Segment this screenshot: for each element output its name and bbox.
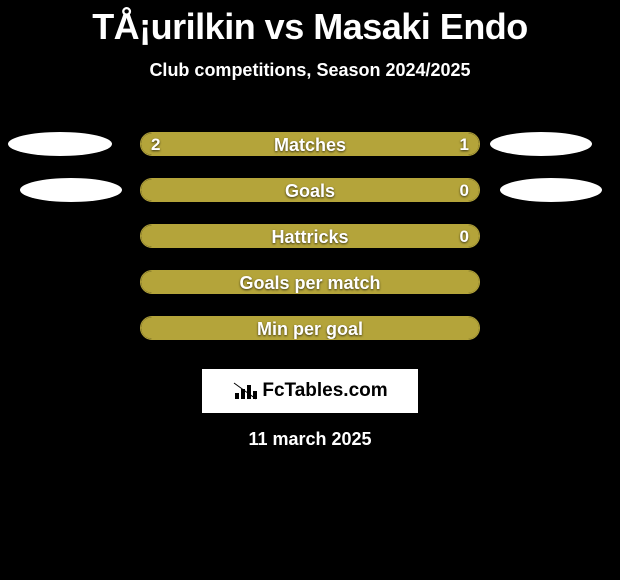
- comparison-row: 21Matches: [0, 121, 620, 167]
- logo-label: FcTables.com: [262, 380, 387, 402]
- bar-track: Goals per match: [140, 270, 480, 294]
- right-ellipse: [490, 132, 592, 156]
- value-left: 2: [151, 133, 160, 156]
- comparison-row: 0Hattricks: [0, 213, 620, 259]
- logo-text: FcTables.com: [232, 380, 387, 402]
- logo-badge: FcTables.com: [202, 369, 418, 413]
- bar-track: 0Hattricks: [140, 224, 480, 248]
- left-ellipse: [20, 178, 122, 202]
- value-right: 0: [460, 179, 469, 202]
- right-ellipse: [500, 178, 602, 202]
- bar-track: 21Matches: [140, 132, 480, 156]
- comparison-row: Goals per match: [0, 259, 620, 305]
- comparison-row: 0Goals: [0, 167, 620, 213]
- page-title: TÅ¡urilkin vs Masaki Endo: [0, 0, 620, 48]
- bar-fill-left: [141, 271, 479, 293]
- bar-chart-icon: [232, 381, 258, 401]
- comparison-rows: 21Matches0Goals0HattricksGoals per match…: [0, 121, 620, 351]
- bar-fill-left: [141, 225, 479, 247]
- left-ellipse: [8, 132, 112, 156]
- comparison-row: Min per goal: [0, 305, 620, 351]
- value-right: 0: [460, 225, 469, 248]
- value-right: 1: [460, 133, 469, 156]
- bar-track: 0Goals: [140, 178, 480, 202]
- date-text: 11 march 2025: [0, 429, 620, 450]
- subtitle: Club competitions, Season 2024/2025: [0, 60, 620, 81]
- bar-fill-left: [141, 133, 366, 155]
- bar-track: Min per goal: [140, 316, 480, 340]
- bar-fill-left: [141, 179, 479, 201]
- chart-container: TÅ¡urilkin vs Masaki Endo Club competiti…: [0, 0, 620, 580]
- bar-fill-left: [141, 317, 479, 339]
